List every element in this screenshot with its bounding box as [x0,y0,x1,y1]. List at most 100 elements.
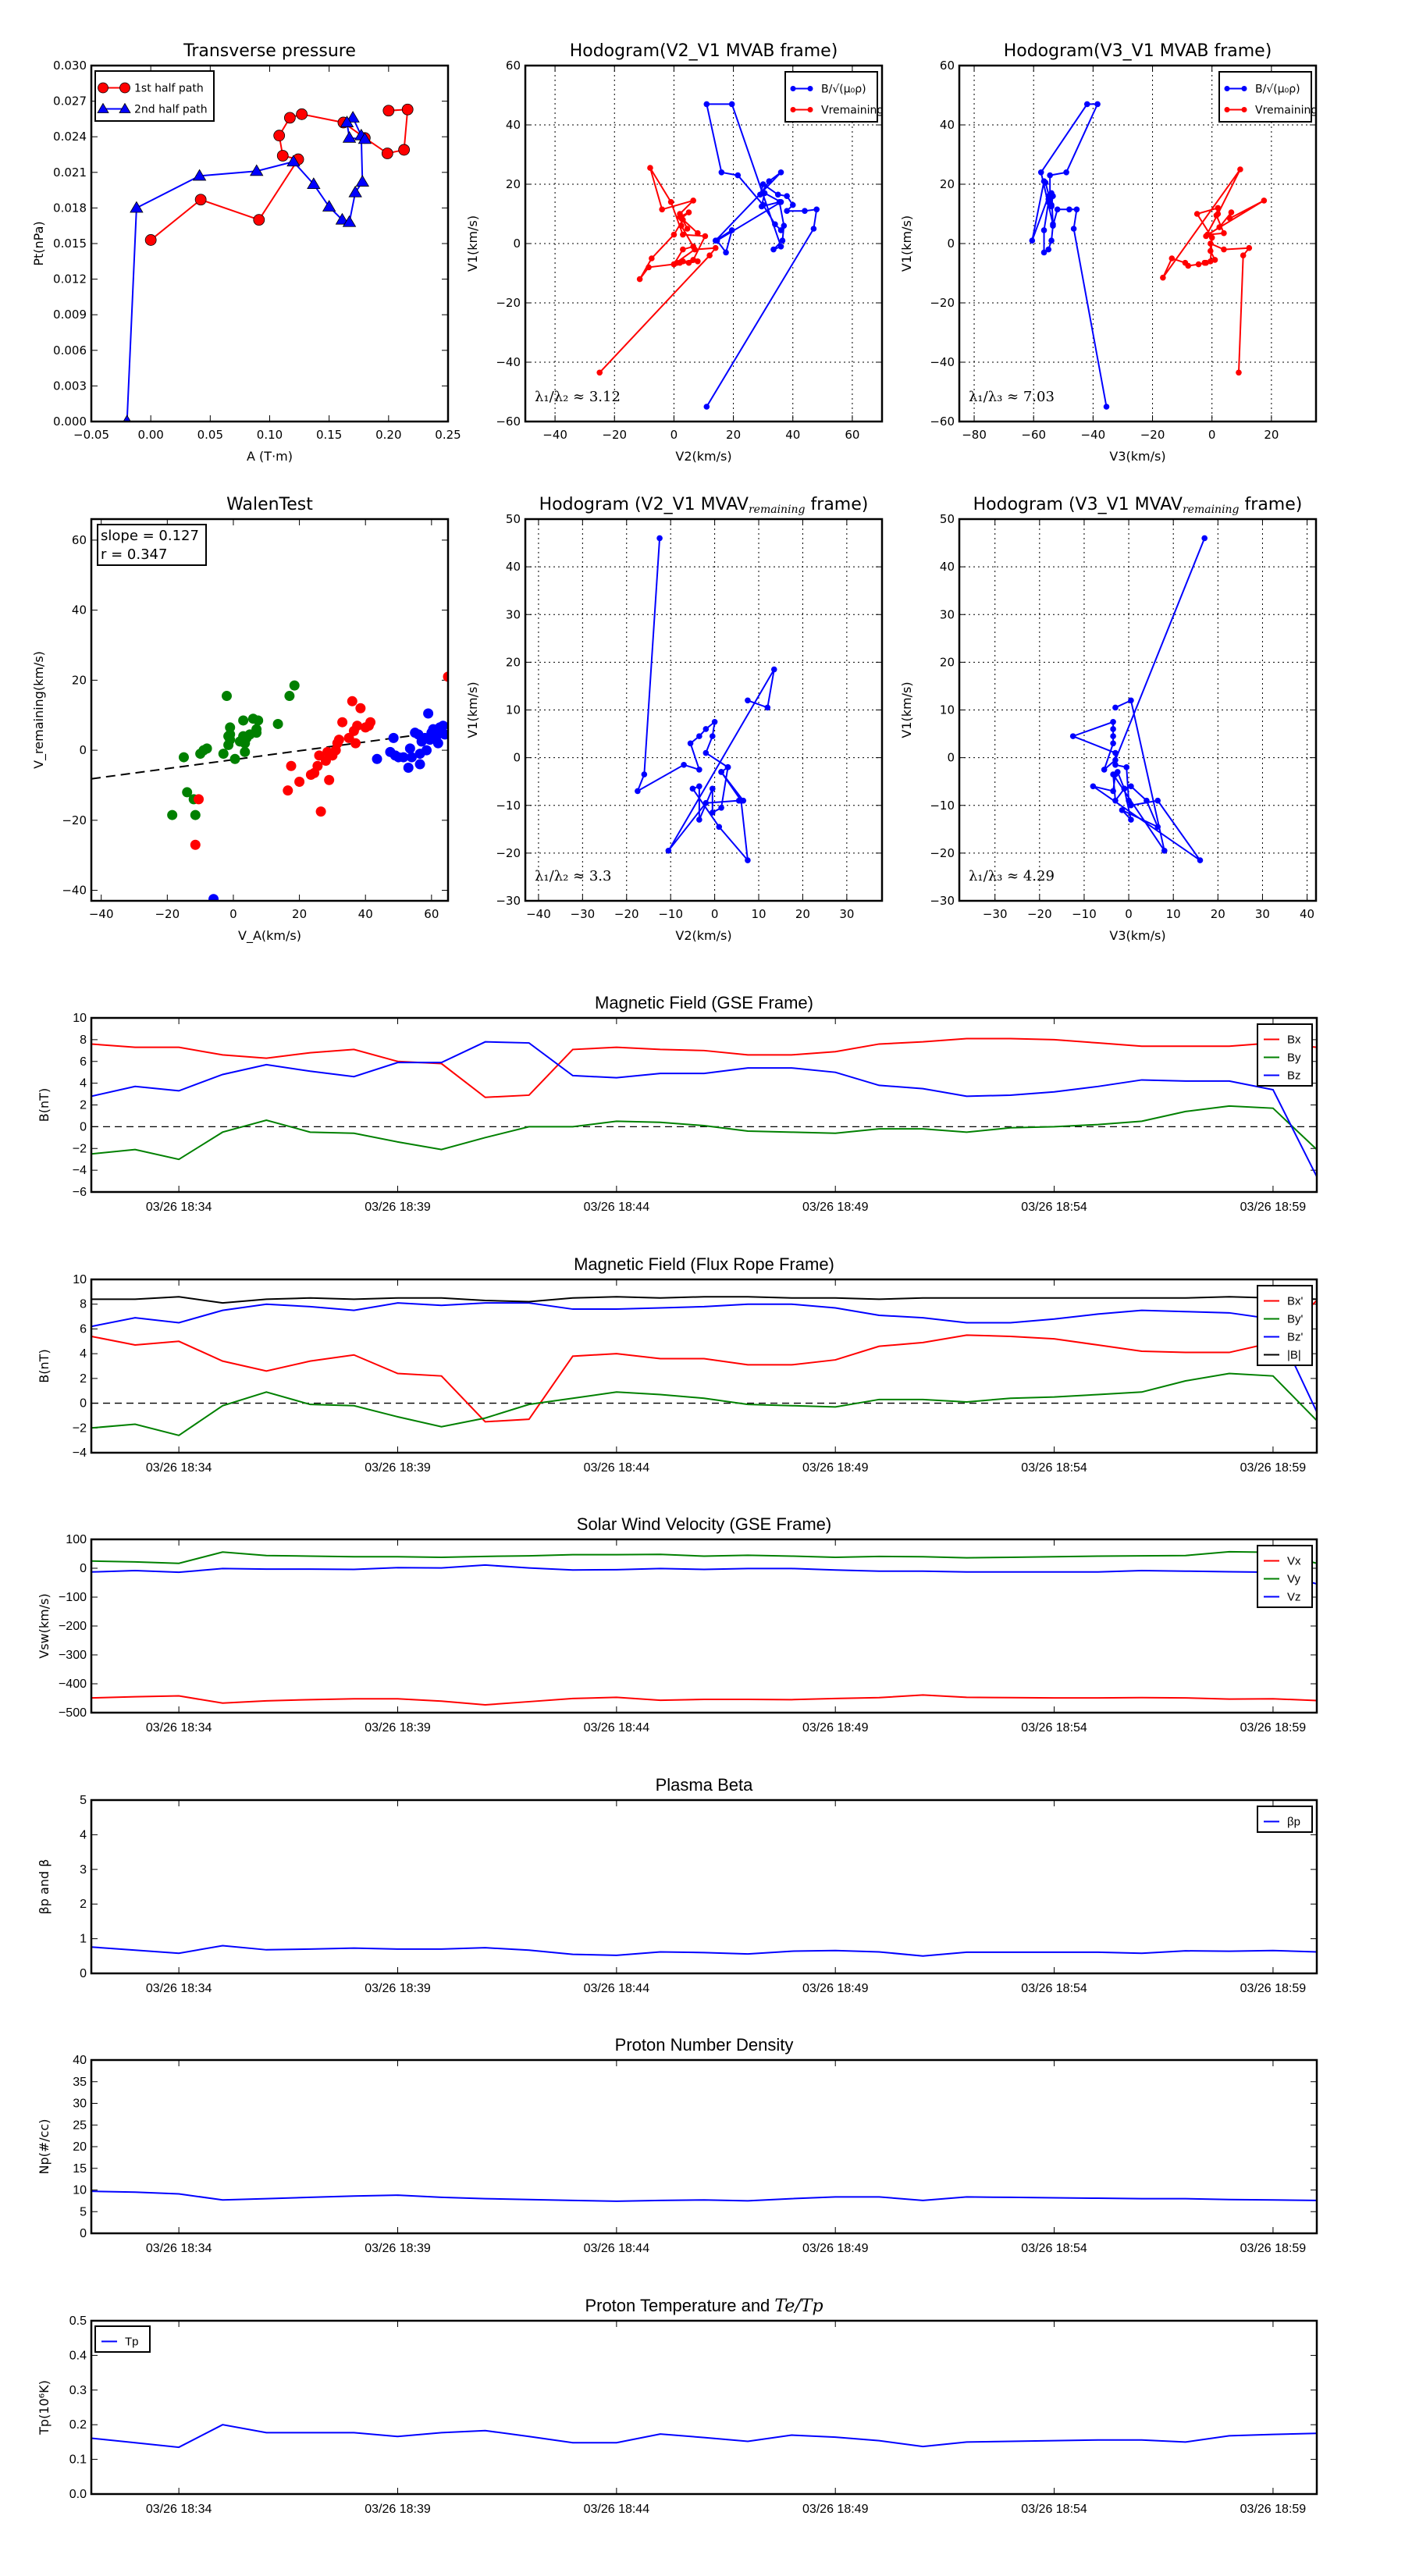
legend-label: 1st half path [134,83,204,95]
y-tick-label: 10 [940,703,955,717]
x-tick-label: 03/26 18:49 [802,1721,869,1735]
plot-area [596,101,820,410]
data-point [1048,190,1055,197]
x-tick-label: 03/26 18:54 [1021,1982,1087,1995]
y-tick-label: −20 [930,296,955,310]
data-point-triangle [342,215,357,227]
data-point-triangle [355,175,370,187]
data-point-triangle [130,201,144,213]
scatter-point [182,787,193,798]
data-point [777,227,784,233]
x-axis-label: V2(km/s) [675,449,731,464]
y-tick-label: 100 [66,1533,87,1546]
data-point-triangle [348,185,362,197]
scatter-point [283,785,293,796]
y-tick-label: 5 [80,2205,87,2218]
title-subscript: remaining [1183,503,1240,516]
data-point [1201,535,1208,542]
chart-walen-test: WalenTest −40 −20 0 20 40 60 −40 −20 0 20 40 60 V_A(k… [31,495,450,944]
scatter-point [414,759,425,770]
y-tick-label: 30 [940,607,955,621]
data-point [635,788,641,795]
x-tick-label: 03/26 18:34 [146,2242,212,2255]
series-vremaining [596,165,719,376]
scatter-point [372,753,382,764]
legend-label: Bz [1287,1069,1301,1083]
series-vz [91,1564,1317,1585]
data-point [596,369,603,376]
data-point [703,404,710,410]
legend-box [784,71,878,123]
data-point [659,206,665,213]
legend-entry: Bx' [1264,1295,1304,1308]
y-tick-label: 30 [73,2097,87,2111]
chart-title: Magnetic Field (GSE Frame) [595,993,813,1012]
data-point [757,191,763,198]
y-tick-label: 4 [80,1347,87,1361]
data-point-circle [253,214,265,226]
data-point [1246,244,1253,251]
x-tick-label: 20 [726,428,741,442]
axes-frame [90,1538,1318,1714]
legend-label: Bz' [1287,1331,1304,1344]
data-point [1236,369,1242,376]
y-tick-label: 5 [80,1794,87,1807]
y-tick-label: 40 [73,2054,87,2067]
x-axis-label: V3(km/s) [1109,928,1165,943]
data-point [770,666,777,673]
legend-marker-circle [98,82,108,94]
data-point-circle [283,112,296,124]
x-tick-label: −0.05 [73,428,109,442]
legend-entry: B/√(μ₀ρ) [1224,84,1300,96]
eigenvalue-ratio-annotation: λ₁/λ₃ ≈ 7.03 [969,389,1055,405]
axes-frame [958,64,1318,423]
x-tick-label: 03/26 18:44 [584,1721,650,1735]
data-point [1182,259,1189,266]
data-point [696,733,702,739]
data-point [1221,229,1227,237]
scatter-point [286,760,297,771]
chart-magnetic-field-flux-rope: Magnetic Field (Flux Rope Frame) 03/26 18… [37,1254,1318,1475]
axes-frame [90,518,450,902]
y-tick-label: 0.3 [69,2384,87,2397]
legend-entry: Vremaining [1224,105,1318,117]
data-point-triangle [342,130,357,143]
series-line [91,1694,1317,1706]
y-tick-label: −60 [930,415,955,429]
y-tick-label: 0.021 [53,165,87,180]
axes-frame [524,64,884,423]
data-point [718,805,724,811]
data-point [1237,166,1243,173]
y-tick-label: −10 [930,799,955,813]
x-tick-label: 03/26 18:54 [1021,1721,1087,1735]
data-point [1204,231,1211,238]
y-tick-label: 60 [940,59,955,73]
x-tick-label: 30 [1255,907,1270,921]
y-axis-label: βp and β [37,1859,52,1915]
data-point-triangle [192,169,207,181]
y-axis-label: V_remaining(km/s) [31,651,47,769]
x-tick-label: 03/26 18:59 [1240,2503,1307,2516]
data-point [1048,203,1055,210]
x-tick-label: −10 [1072,907,1097,921]
x-tick-label: 0.20 [375,428,401,442]
x-tick-label: −20 [614,907,639,921]
x-tick-label: −20 [1140,428,1165,442]
x-tick-label: −80 [962,428,987,442]
y-tick-label: 50 [940,512,955,526]
series-group-green [167,680,300,820]
x-tick-label: 03/26 18:39 [365,1461,431,1475]
x-tick-label: −40 [542,428,567,442]
y-tick-label: 0.009 [53,308,87,322]
scatter-point [315,806,326,817]
series-bz- [91,1302,1317,1413]
x-tick-label: 03/26 18:54 [1021,2503,1087,2516]
y-axis-label: V1(km/s) [899,681,914,738]
data-point [1112,756,1119,763]
y-tick-label: 35 [73,2076,87,2089]
y-tick-label: 40 [940,118,955,132]
y-tick-label: 30 [506,607,521,621]
data-point [1226,215,1233,222]
title-end: frame) [1240,495,1303,514]
y-axis-label: Np(#/cc) [37,2119,52,2175]
